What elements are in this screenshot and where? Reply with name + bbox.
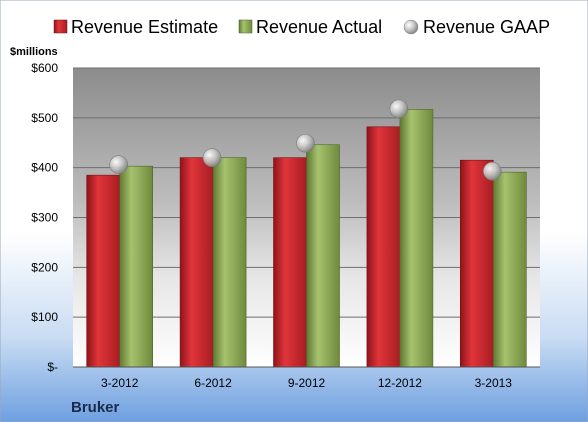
bar-revenue-actual [212,157,247,368]
marker-revenue-gaap [109,155,128,174]
bar-revenue-actual [399,109,434,368]
legend-label-revenue-estimate: Revenue Estimate [71,17,218,37]
legend-swatch-revenue-estimate [53,19,68,34]
marker-revenue-gaap [389,99,409,119]
gaap-markers [109,99,502,181]
x-tick-label: 3-2012 [101,376,139,390]
y-tick-label: $500 [31,111,58,125]
company-name: Bruker [71,399,120,416]
x-tick-label: 3-2013 [475,376,513,390]
x-tick-label: 6-2012 [194,376,232,390]
y-tick-label: $600 [31,61,58,75]
x-tick-label: 9-2012 [288,376,326,390]
marker-revenue-gaap [482,161,502,181]
x-tick-label: 12-2012 [378,376,422,390]
bar-revenue-estimate [459,159,494,368]
y-tick-label: $200 [31,260,58,274]
legend-label-revenue-gaap: Revenue GAAP [423,17,550,37]
y-axis-ticks: $- $100 $200 $300 $400 $500 $600 [31,61,58,374]
bar-revenue-actual [492,171,527,368]
legend-swatch-revenue-gaap [403,19,419,35]
x-axis-ticks: 3-2012 6-2012 9-2012 12-2012 3-2013 [101,376,512,390]
bar-revenue-estimate [273,157,307,368]
y-tick-label: $400 [31,161,58,175]
legend-swatch-revenue-actual [238,19,253,34]
bar-revenue-actual [119,165,153,368]
y-tick-label: $- [47,360,58,374]
marker-revenue-gaap [202,148,222,167]
bar-revenue-estimate [366,126,401,368]
legend-label-revenue-actual: Revenue Actual [256,17,382,37]
bar-revenue-actual [306,144,340,368]
bar-revenue-estimate [86,174,120,368]
legend: Revenue Estimate Revenue Actual Revenue … [53,17,550,37]
y-tick-label: $100 [31,310,58,324]
bar-revenue-estimate [179,157,214,368]
bars [86,109,527,368]
y-tick-label: $300 [31,211,58,225]
y-axis-unit-label: $millions [10,46,58,58]
marker-revenue-gaap [296,133,315,153]
